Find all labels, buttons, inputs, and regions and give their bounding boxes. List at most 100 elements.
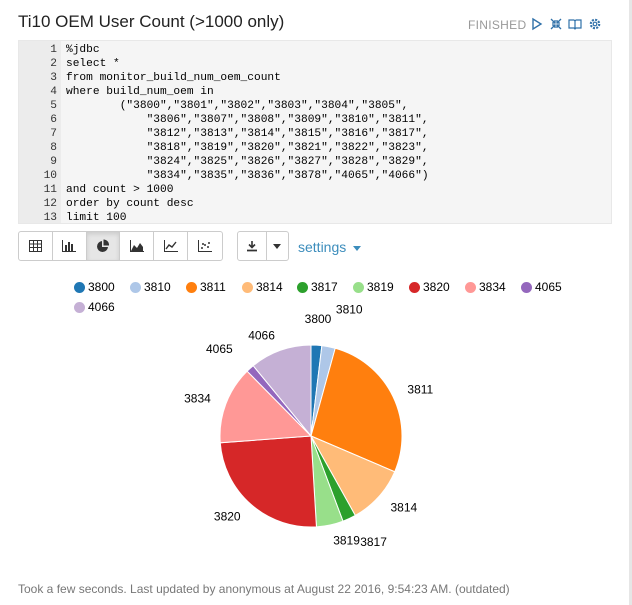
line-number: 8 <box>50 142 57 154</box>
table-icon[interactable] <box>19 232 53 260</box>
pie-slice-label: 3820 <box>214 510 241 524</box>
legend-label: 3810 <box>144 280 171 294</box>
pie-slice-label: 3811 <box>407 383 433 397</box>
chart-type-button-group <box>18 231 223 261</box>
code-line: 9 "3824","3825","3826","3827","3828","38… <box>19 155 609 169</box>
legend-swatch <box>242 281 253 293</box>
code-text: and count > 1000 <box>66 184 174 196</box>
pie-slice-4066[interactable] <box>252 344 312 438</box>
code-text: "3818","3819","3820","3821","3822","3823… <box>66 142 429 154</box>
legend-swatch <box>186 281 197 293</box>
hide-editor-icon[interactable] <box>549 17 563 31</box>
code-text: order by count desc <box>66 198 194 210</box>
line-number: 10 <box>43 170 57 182</box>
legend-item[interactable]: 3814 <box>242 280 283 294</box>
legend-swatch <box>297 281 308 293</box>
pie-slice-3834[interactable] <box>219 370 313 444</box>
code-line: 7 "3812","3813","3814","3815","3816","38… <box>19 127 609 141</box>
line-number: 9 <box>50 156 57 168</box>
pie-slice-label: 3814 <box>391 501 418 515</box>
code-line: 5 ("3800","3801","3802","3803","3804","3… <box>19 99 609 113</box>
legend-label: 3814 <box>256 280 283 294</box>
bar-chart-icon[interactable] <box>53 232 87 260</box>
paragraph-title[interactable]: Ti10 OEM User Count (>1000 only) <box>18 12 285 31</box>
code-text: select * <box>66 58 120 70</box>
code-text: "3834","3835","3836","3878","4065","4066… <box>66 170 429 182</box>
code-line: 8 "3818","3819","3820","3821","3822","38… <box>19 141 609 155</box>
line-number: 6 <box>50 114 57 126</box>
code-line: 12 order by count desc <box>19 197 609 211</box>
code-text: ("3800","3801","3802","3803","3804","380… <box>66 100 409 112</box>
pie-slice-label: 3817 <box>360 535 387 549</box>
settings-link[interactable]: settings <box>298 239 347 255</box>
code-line: 2 select * <box>19 57 609 71</box>
legend-label: 4066 <box>88 300 115 314</box>
line-number: 1 <box>50 44 57 56</box>
scatter-chart-icon[interactable] <box>188 232 222 260</box>
pie-slice-3811[interactable] <box>310 347 403 473</box>
code-text: where build_num_oem in <box>66 86 214 98</box>
legend-item[interactable]: 4065 <box>521 280 562 294</box>
line-number: 2 <box>50 58 57 70</box>
code-editor[interactable]: 1 %jdbc 2 select * 3 from monitor_build_num_o… <box>18 40 612 224</box>
editor-gutter <box>19 41 61 223</box>
download-icon[interactable] <box>238 232 267 260</box>
code-line: 11 and count > 1000 <box>19 183 609 197</box>
area-chart-icon[interactable] <box>120 232 155 260</box>
line-number: 4 <box>50 86 57 98</box>
pie-slice-label: 3810 <box>336 302 363 316</box>
line-number: 7 <box>50 128 57 140</box>
line-number: 12 <box>43 198 57 210</box>
legend-swatch <box>74 281 85 293</box>
line-number: 5 <box>50 100 57 112</box>
legend-swatch <box>353 281 364 293</box>
legend-label: 3820 <box>423 280 450 294</box>
legend-swatch <box>465 281 476 293</box>
legend-label: 3834 <box>479 280 506 294</box>
pie-slice-3820[interactable] <box>219 435 317 528</box>
legend-item[interactable]: 3834 <box>465 280 506 294</box>
code-text: "3812","3813","3814","3815","3816","3817… <box>66 128 429 140</box>
code-text: %jdbc <box>66 44 100 56</box>
legend-label: 3811 <box>200 280 226 294</box>
pie-slice-label: 4065 <box>206 342 233 356</box>
pie-slice-label: 3800 <box>305 312 332 326</box>
settings-gear-icon[interactable] <box>588 17 602 31</box>
legend-item[interactable]: 3817 <box>297 280 338 294</box>
code-line: 1 %jdbc <box>19 43 609 57</box>
legend-label: 4065 <box>535 280 562 294</box>
legend-swatch <box>409 281 420 293</box>
code-line: 6 "3806","3807","3808","3809","3810","38… <box>19 113 609 127</box>
legend-swatch <box>74 301 85 313</box>
legend-label: 3800 <box>88 280 115 294</box>
pie-chart-icon[interactable] <box>86 232 121 260</box>
download-dropdown-caret-icon[interactable] <box>267 232 288 260</box>
code-line: 3 from monitor_build_num_oem_count <box>19 71 609 85</box>
legend-item[interactable]: 3811 <box>186 280 226 294</box>
code-line: 10 "3834","3835","3836","3878","4065","4… <box>19 169 609 183</box>
hide-output-icon[interactable] <box>568 17 582 31</box>
pie-slice-label: 3819 <box>333 534 360 548</box>
legend-item[interactable]: 3800 <box>74 280 115 294</box>
legend-item[interactable]: 4066 <box>74 300 115 314</box>
legend-item[interactable]: 3820 <box>409 280 450 294</box>
settings-caret-icon[interactable] <box>353 246 361 251</box>
code-line: 4 where build_num_oem in <box>19 85 609 99</box>
legend-item[interactable]: 3819 <box>353 280 394 294</box>
code-text: "3824","3825","3826","3827","3828","3829… <box>66 156 429 168</box>
line-number: 3 <box>50 72 57 84</box>
code-line: 13 limit 100 <box>19 211 609 225</box>
pie-slice-label: 3834 <box>184 391 211 405</box>
paragraph-status: FINISHED <box>468 18 527 32</box>
download-button-group <box>237 231 289 261</box>
run-icon[interactable] <box>530 17 544 31</box>
pie-slice-label: 4066 <box>248 328 275 342</box>
legend-swatch <box>130 281 141 293</box>
legend-swatch <box>521 281 532 293</box>
line-chart-icon[interactable] <box>154 232 189 260</box>
legend-item[interactable]: 3810 <box>130 280 171 294</box>
code-text: "3806","3807","3808","3809","3810","3811… <box>66 114 429 126</box>
line-number: 11 <box>43 184 57 196</box>
legend-label: 3819 <box>367 280 394 294</box>
